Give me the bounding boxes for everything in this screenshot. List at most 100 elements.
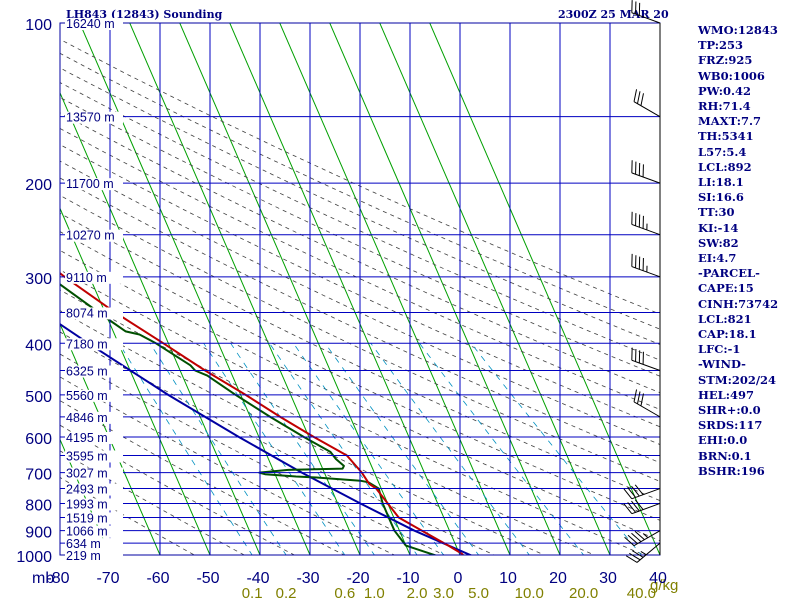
dry-adiabat-line [60, 424, 296, 555]
dry-adiabat-line [60, 38, 660, 315]
index-item: EHI:0.0 [698, 433, 748, 448]
dry-adiabat-line [60, 82, 660, 361]
wind-barb [631, 253, 661, 278]
index-item: RH:71.4 [698, 99, 751, 114]
dry-adiabat-line [60, 96, 660, 377]
isotherm-line [279, 23, 511, 555]
index-item: TH:5341 [698, 129, 754, 144]
temperature-tick-label: -80 [46, 570, 69, 587]
dry-adiabat-line [60, 177, 660, 464]
dry-adiabat-line [60, 67, 660, 345]
index-item: BRN:0.1 [698, 448, 752, 463]
index-item: HEL:497 [698, 387, 754, 402]
index-item: FRZ:925 [698, 53, 753, 68]
height-label: 3027 m [66, 467, 108, 481]
pressure-tick-label: 1000 [16, 549, 52, 566]
temperature-tick-label: -10 [396, 570, 419, 587]
dry-adiabat-line [60, 249, 660, 542]
temperature-tick-label: 10 [499, 570, 517, 587]
wind-barb [633, 89, 661, 118]
mixing-ratio-line [370, 343, 530, 555]
wind-barb [624, 530, 661, 547]
index-item: PW:0.42 [698, 83, 752, 98]
index-item: L57:5.4 [698, 144, 747, 159]
height-label: 6325 m [66, 365, 108, 379]
mixing-ratio-line [470, 343, 642, 555]
height-label: 1066 m [66, 525, 108, 539]
height-label: 2493 m [66, 483, 108, 497]
index-item: LFC:-1 [698, 342, 741, 357]
mixing-ratio-line [293, 343, 445, 555]
mixing-ratio-label: 1.0 [364, 585, 385, 600]
dry-adiabat-line [60, 289, 596, 555]
dry-adiabat-line [60, 331, 496, 555]
height-label: 5560 m [66, 389, 108, 403]
height-label: 7180 m [66, 337, 108, 351]
height-label: 1993 m [66, 497, 108, 511]
mixing-ratio-line [324, 343, 480, 555]
isotherm-line [0, 0, 20, 577]
mixing-ratio-label: 5.0 [468, 585, 489, 600]
height-label: 219 m [66, 549, 101, 563]
pressure-tick-label: 400 [25, 337, 52, 354]
index-item: STM:202/24 [698, 372, 777, 387]
temperature-tick-label: 40 [649, 570, 667, 587]
height-label: 3595 m [66, 449, 108, 463]
height-label: 8074 m [66, 306, 108, 320]
isotherm-line [379, 23, 611, 555]
index-item: SHR+:0.0 [698, 403, 761, 418]
index-item: TP:253 [698, 38, 744, 53]
pressure-tick-label: 700 [25, 467, 52, 484]
index-item: CAP:18.1 [698, 327, 757, 342]
pressure-tick-label: 200 [25, 177, 52, 194]
temperature-tick-label: 30 [599, 570, 617, 587]
temperature-tick-label: 0 [454, 570, 463, 587]
wind-barb [623, 484, 661, 500]
index-item: BSHR:196 [698, 463, 765, 478]
wind-barb [631, 0, 661, 24]
index-item: -WIND- [698, 357, 746, 372]
indices-panel: WMO:12843 TP:253 FRZ:925 WB0:1006 PW:0.42 RH:… [698, 23, 798, 479]
mixing-ratio-label: 0.2 [276, 585, 297, 600]
isotherm-line [429, 23, 660, 555]
dry-adiabat-line [60, 160, 660, 445]
isotherm-line [79, 23, 311, 555]
height-label: 1519 m [66, 511, 108, 525]
height-label: 4195 m [66, 431, 108, 445]
isotherm-line [179, 23, 411, 555]
dry-adiabat-line [60, 52, 660, 330]
index-item: CINH:73742 [698, 296, 779, 311]
index-item: SW:82 [698, 235, 739, 250]
index-item: KI:-14 [698, 220, 739, 235]
isotherm-line [60, 438, 111, 555]
wind-barb [631, 347, 661, 371]
mixing-ratio-line [203, 343, 346, 555]
unit-mb-label: mb [32, 570, 54, 587]
index-item: MAXT:7.7 [698, 114, 761, 129]
height-label: 13570 m [66, 111, 115, 125]
height-label: 9110 m [66, 271, 107, 285]
wind-barb [633, 389, 661, 418]
temperature-tick-label: -20 [346, 570, 369, 587]
mixing-ratio-label: 10.0 [515, 585, 544, 600]
mixing-ratio-label: 0.6 [334, 585, 355, 600]
dry-adiabat-line [60, 400, 346, 555]
index-item: WB0:1006 [698, 68, 765, 83]
height-label: 11700 m [66, 177, 114, 191]
index-item: SRDS:117 [698, 418, 763, 433]
wind-barb [623, 499, 661, 515]
isotherm-line [60, 207, 211, 555]
mixing-ratio-unit: g/kg [650, 577, 679, 594]
pressure-tick-label: 100 [25, 17, 52, 34]
mixing-ratio-line [269, 343, 418, 555]
pressure-tick-label: 500 [25, 389, 52, 406]
dry-adiabat-line [60, 376, 396, 555]
mixing-ratio-label: 3.0 [433, 585, 454, 600]
dry-adiabat-line [60, 450, 246, 555]
mixing-ratio-line [230, 343, 375, 555]
height-label: 16240 m [66, 17, 115, 31]
temperature-tick-label: -60 [146, 570, 169, 587]
wind-barb [631, 160, 661, 184]
